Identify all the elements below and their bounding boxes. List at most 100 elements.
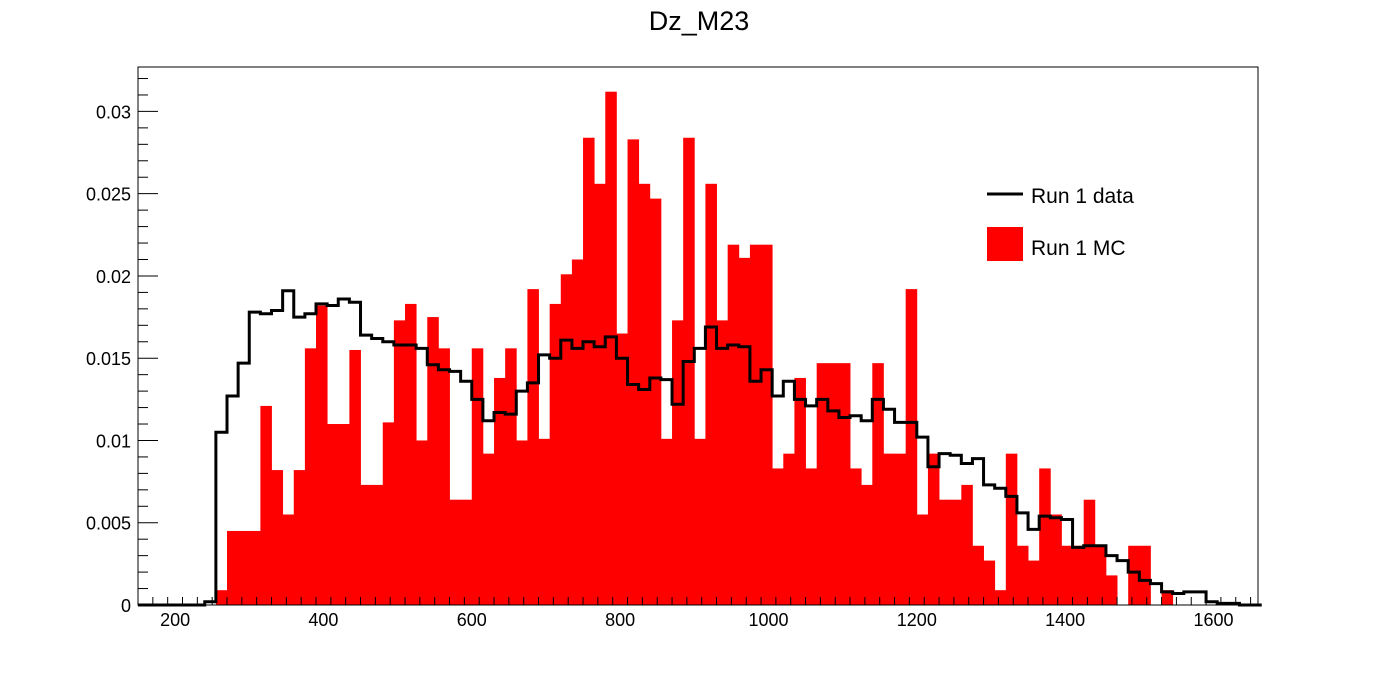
mc-histogram-bars [215,91,1174,606]
mc-bar [583,137,595,605]
mc-bar [961,484,973,605]
y-tick-label: 0 [121,596,131,616]
mc-bar [527,289,539,605]
mc-bar [238,530,250,605]
data-histogram-line [138,289,1262,607]
mc-bar [716,320,729,605]
mc-bar [861,484,873,605]
plot-frame [137,66,1259,606]
mc-bar [749,244,762,605]
mc-bar [1072,545,1085,605]
mc-bar [738,257,751,605]
y-tick-label: 0.025 [86,185,131,205]
mc-bar [616,333,628,605]
mc-bar [516,440,528,605]
mc-bar [872,363,884,605]
mc-bar [927,453,940,605]
y-tick-label: 0.015 [86,349,131,369]
x-tick-label: 1200 [897,610,937,630]
mc-bar [1050,514,1062,605]
mc-bar [1005,453,1018,605]
mc-bar [638,183,651,605]
mc-bar [316,305,328,605]
mc-bar [549,303,562,605]
legend-data-label: Run 1 data [1031,185,1134,208]
mc-bar [271,470,284,605]
mc-bar [850,468,862,605]
mc-bar [672,320,684,605]
mc-bar [694,438,706,605]
mc-bar [304,348,317,605]
mc-bar [260,405,272,605]
mc-bar [916,514,929,605]
y-axis: 0 0.005 0.01 0.015 0.02 0.025 0.03 [86,78,158,616]
mc-bar [983,560,996,605]
mc-bar [538,438,551,605]
mc-bar [827,363,840,605]
mc-bar [660,438,673,605]
mc-bar [349,349,361,605]
legend-mc-fill-swatch [987,227,1023,261]
legend-mc-label: Run 1 MC [1031,237,1126,260]
mc-bar [293,470,306,605]
mc-bar [705,183,717,605]
mc-bar [1039,468,1051,605]
y-tick-label: 0.005 [86,514,131,534]
mc-bar [1028,560,1040,605]
mc-bar [371,484,384,605]
mc-bar [1061,545,1073,605]
mc-bar [783,453,795,605]
mc-bar [338,424,350,605]
mc-bar [482,453,495,605]
mc-bar [571,259,584,605]
mc-bar [215,590,228,605]
mc-bar [1128,545,1140,605]
mc-bar [227,530,239,605]
mc-bar [994,590,1007,605]
mc-bar [1139,545,1151,605]
x-tick-label: 400 [308,610,338,630]
x-tick-label: 200 [160,610,190,630]
mc-bar [1105,575,1118,605]
mc-bar [838,363,851,605]
mc-bar [761,244,773,605]
mc-bar [594,183,606,605]
legend: Run 1 data Run 1 MC [987,185,1134,261]
mc-bar [1094,545,1107,605]
mc-bar [627,139,640,605]
mc-bar [605,91,617,606]
mc-bar [282,514,295,605]
mc-bar [438,348,450,605]
mc-bar [1161,590,1174,605]
mc-bar [649,198,662,605]
mc-bar [950,499,962,605]
mc-bar [794,377,806,605]
x-tick-label: 1400 [1045,610,1085,630]
mc-bar [460,499,473,605]
y-tick-label: 0.02 [96,267,131,287]
mc-bar [427,317,439,605]
mc-bar [505,348,517,605]
x-tick-label: 600 [457,610,487,630]
mc-bar [939,499,951,605]
mc-bar [471,348,484,605]
mc-bar [405,303,417,605]
mc-bar [382,422,395,605]
mc-bar [393,320,406,605]
x-axis: 200 400 600 800 1000 1200 1400 1600 [137,597,1252,630]
mc-bar [494,377,506,605]
chart-title: Dz_M23 [648,6,750,36]
mc-bar [327,424,339,605]
mc-bar [772,468,784,605]
mc-bar [683,137,695,605]
mc-bar [249,530,261,605]
y-tick-label: 0.01 [96,431,131,451]
mc-bar [883,453,895,605]
mc-bar [360,484,373,605]
mc-bar [727,244,740,605]
mc-bar [894,453,907,605]
mc-bar [816,363,829,605]
mc-bar [972,545,984,605]
x-tick-label: 1600 [1193,610,1233,630]
